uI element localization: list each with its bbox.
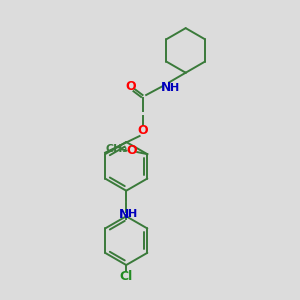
Text: N: N: [119, 208, 129, 221]
Text: Cl: Cl: [120, 270, 133, 283]
Text: H: H: [170, 82, 179, 93]
Text: CH₃: CH₃: [105, 144, 128, 154]
Text: O: O: [127, 144, 137, 157]
Text: N: N: [161, 81, 172, 94]
Text: H: H: [128, 209, 137, 220]
Text: O: O: [137, 124, 148, 137]
Text: O: O: [125, 80, 136, 93]
